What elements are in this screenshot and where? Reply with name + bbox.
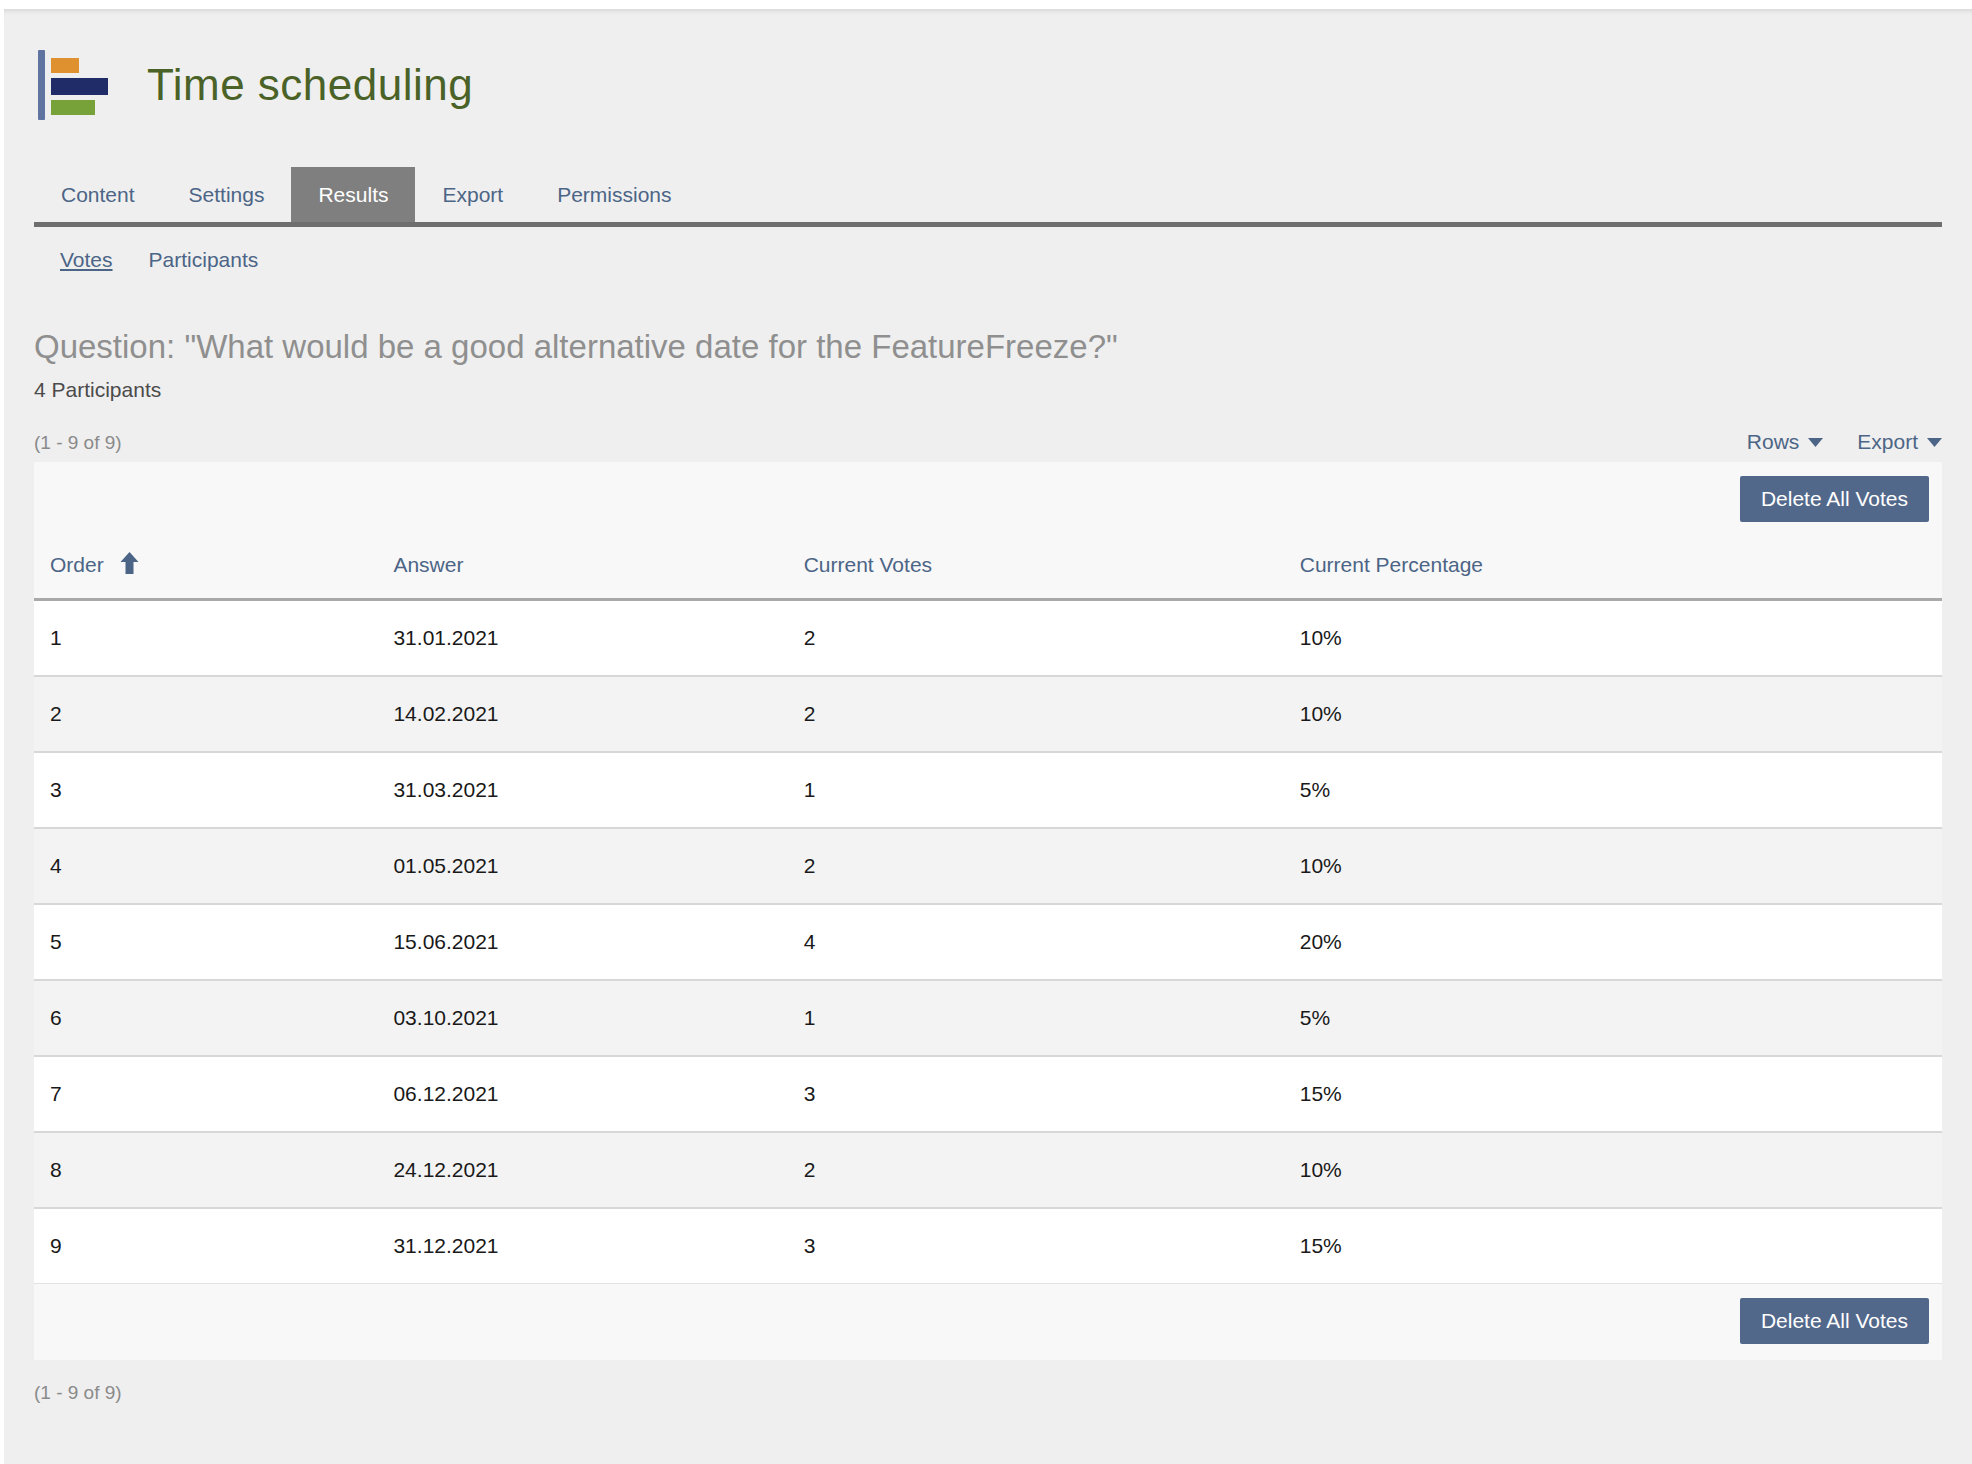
main-tabbar: Content Settings Results Export Permissi… [34, 167, 1942, 227]
caret-down-icon [1927, 438, 1942, 447]
votes-table-body: 1 31.01.2021 2 10% 2 14.02.2021 2 10% 3 … [34, 600, 1942, 1284]
poll-bar-chart-icon [38, 49, 112, 121]
cell-order: 9 [34, 1208, 377, 1283]
participants-count: 4 Participants [34, 378, 1942, 402]
tab-settings[interactable]: Settings [162, 167, 292, 222]
cell-order: 1 [34, 600, 377, 677]
cell-answer: 01.05.2021 [377, 828, 787, 904]
logo-navy-bar [51, 78, 108, 95]
rows-dropdown-label: Rows [1747, 430, 1800, 454]
poll-results-page: Time scheduling Content Settings Results… [4, 9, 1972, 1464]
column-header-answer[interactable]: Answer [377, 536, 787, 600]
cell-answer: 24.12.2021 [377, 1132, 787, 1208]
table-toolbar-bottom: Delete All Votes [34, 1283, 1942, 1360]
cell-votes: 2 [788, 600, 1284, 677]
caret-down-icon [1808, 438, 1823, 447]
votes-table-panel: Delete All Votes Order Answer Current Vo… [34, 462, 1942, 1360]
cell-answer: 03.10.2021 [377, 980, 787, 1056]
export-dropdown[interactable]: Export [1857, 430, 1942, 454]
cell-votes: 3 [788, 1056, 1284, 1132]
table-row: 9 31.12.2021 3 15% [34, 1208, 1942, 1283]
cell-votes: 1 [788, 752, 1284, 828]
cell-order: 2 [34, 676, 377, 752]
cell-answer: 31.03.2021 [377, 752, 787, 828]
cell-order: 5 [34, 904, 377, 980]
cell-order: 7 [34, 1056, 377, 1132]
cell-percentage: 20% [1284, 904, 1942, 980]
delete-all-votes-button-bottom[interactable]: Delete All Votes [1740, 1298, 1929, 1344]
cell-order: 4 [34, 828, 377, 904]
cell-votes: 2 [788, 828, 1284, 904]
cell-answer: 31.01.2021 [377, 600, 787, 677]
list-dropdowns: Rows Export [1747, 430, 1942, 454]
cell-votes: 1 [788, 980, 1284, 1056]
cell-percentage: 15% [1284, 1056, 1942, 1132]
logo-axis-bar [38, 50, 45, 120]
table-row: 3 31.03.2021 1 5% [34, 752, 1942, 828]
page-header: Time scheduling [34, 9, 1942, 121]
pagination-top: (1 - 9 of 9) [34, 432, 122, 454]
subtab-votes[interactable]: Votes [60, 248, 113, 272]
column-header-order[interactable]: Order [34, 536, 377, 600]
tab-permissions[interactable]: Permissions [530, 167, 698, 222]
cell-answer: 15.06.2021 [377, 904, 787, 980]
cell-order: 3 [34, 752, 377, 828]
cell-percentage: 10% [1284, 1132, 1942, 1208]
table-row: 1 31.01.2021 2 10% [34, 600, 1942, 677]
table-row: 5 15.06.2021 4 20% [34, 904, 1942, 980]
cell-votes: 4 [788, 904, 1284, 980]
cell-votes: 3 [788, 1208, 1284, 1283]
export-dropdown-label: Export [1857, 430, 1918, 454]
tab-export[interactable]: Export [415, 167, 530, 222]
cell-percentage: 10% [1284, 828, 1942, 904]
table-header-row: Order Answer Current Votes Current Perce… [34, 536, 1942, 600]
tab-content[interactable]: Content [34, 167, 162, 222]
cell-percentage: 10% [1284, 600, 1942, 677]
tab-results[interactable]: Results [291, 167, 415, 222]
cell-answer: 06.12.2021 [377, 1056, 787, 1132]
cell-votes: 2 [788, 1132, 1284, 1208]
column-header-percentage[interactable]: Current Percentage [1284, 536, 1942, 600]
cell-percentage: 15% [1284, 1208, 1942, 1283]
logo-green-bar [51, 100, 95, 115]
table-row: 4 01.05.2021 2 10% [34, 828, 1942, 904]
cell-percentage: 5% [1284, 752, 1942, 828]
cell-votes: 2 [788, 676, 1284, 752]
table-toolbar-top: Delete All Votes [34, 462, 1942, 536]
subtab-participants[interactable]: Participants [149, 248, 259, 272]
cell-answer: 14.02.2021 [377, 676, 787, 752]
pagination-bottom: (1 - 9 of 9) [34, 1382, 1942, 1404]
results-subnav: Votes Participants [34, 248, 1942, 272]
rows-dropdown[interactable]: Rows [1747, 430, 1824, 454]
sort-ascending-icon [120, 552, 139, 574]
cell-order: 6 [34, 980, 377, 1056]
table-row: 8 24.12.2021 2 10% [34, 1132, 1942, 1208]
table-row: 6 03.10.2021 1 5% [34, 980, 1942, 1056]
delete-all-votes-button-top[interactable]: Delete All Votes [1740, 476, 1929, 522]
cell-order: 8 [34, 1132, 377, 1208]
table-row: 2 14.02.2021 2 10% [34, 676, 1942, 752]
table-row: 7 06.12.2021 3 15% [34, 1056, 1942, 1132]
cell-percentage: 10% [1284, 676, 1942, 752]
column-header-votes[interactable]: Current Votes [788, 536, 1284, 600]
votes-table: Order Answer Current Votes Current Perce… [34, 536, 1942, 1283]
cell-answer: 31.12.2021 [377, 1208, 787, 1283]
question-heading: Question: "What would be a good alternat… [34, 328, 1942, 366]
page-title: Time scheduling [147, 60, 473, 110]
cell-percentage: 5% [1284, 980, 1942, 1056]
column-header-order-label: Order [50, 553, 104, 576]
logo-orange-bar [51, 58, 79, 73]
list-toolbar: (1 - 9 of 9) Rows Export [34, 430, 1942, 454]
